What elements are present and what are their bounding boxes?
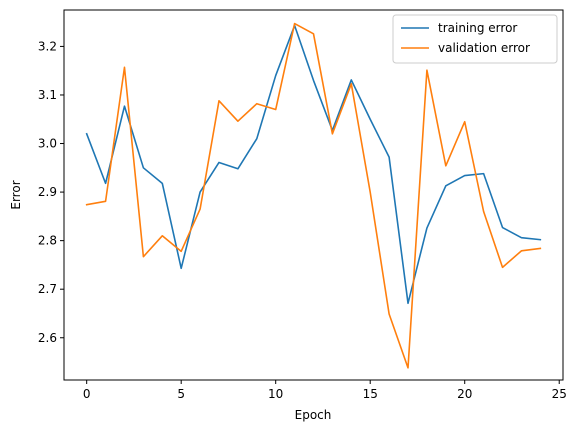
y-tick-label: 2.9	[38, 185, 57, 199]
legend: training error validation error	[392, 14, 558, 64]
series-line-0	[85, 24, 542, 305]
y-tick-label: 2.6	[38, 331, 57, 345]
x-axis: 0 5 10 15 20 25	[83, 380, 567, 401]
plot-area	[63, 9, 564, 381]
y-tick-label: 2.8	[38, 234, 57, 248]
y-tick-label: 3.2	[38, 39, 57, 53]
x-tick-label: 0	[83, 387, 91, 401]
y-tick-label: 2.7	[38, 282, 57, 296]
legend-box	[392, 14, 558, 64]
x-tick-label: 25	[552, 387, 567, 401]
x-axis-label: Epoch	[295, 408, 332, 422]
legend-label-training: training error	[438, 21, 517, 35]
y-tick-label: 3.1	[38, 88, 57, 102]
x-tick-label: 5	[177, 387, 185, 401]
series-line-1	[85, 22, 542, 369]
legend-label-validation: validation error	[438, 41, 530, 55]
x-tick-label: 15	[363, 387, 378, 401]
y-tick-label: 3.0	[38, 137, 57, 151]
y-axis-label: Error	[9, 180, 23, 209]
y-axis: 2.6 2.7 2.8 2.9 3.0 3.1 3.2	[38, 39, 64, 345]
x-tick-label: 20	[457, 387, 472, 401]
x-tick-label: 10	[268, 387, 283, 401]
series-group	[85, 22, 542, 369]
axes-frame	[63, 9, 564, 381]
